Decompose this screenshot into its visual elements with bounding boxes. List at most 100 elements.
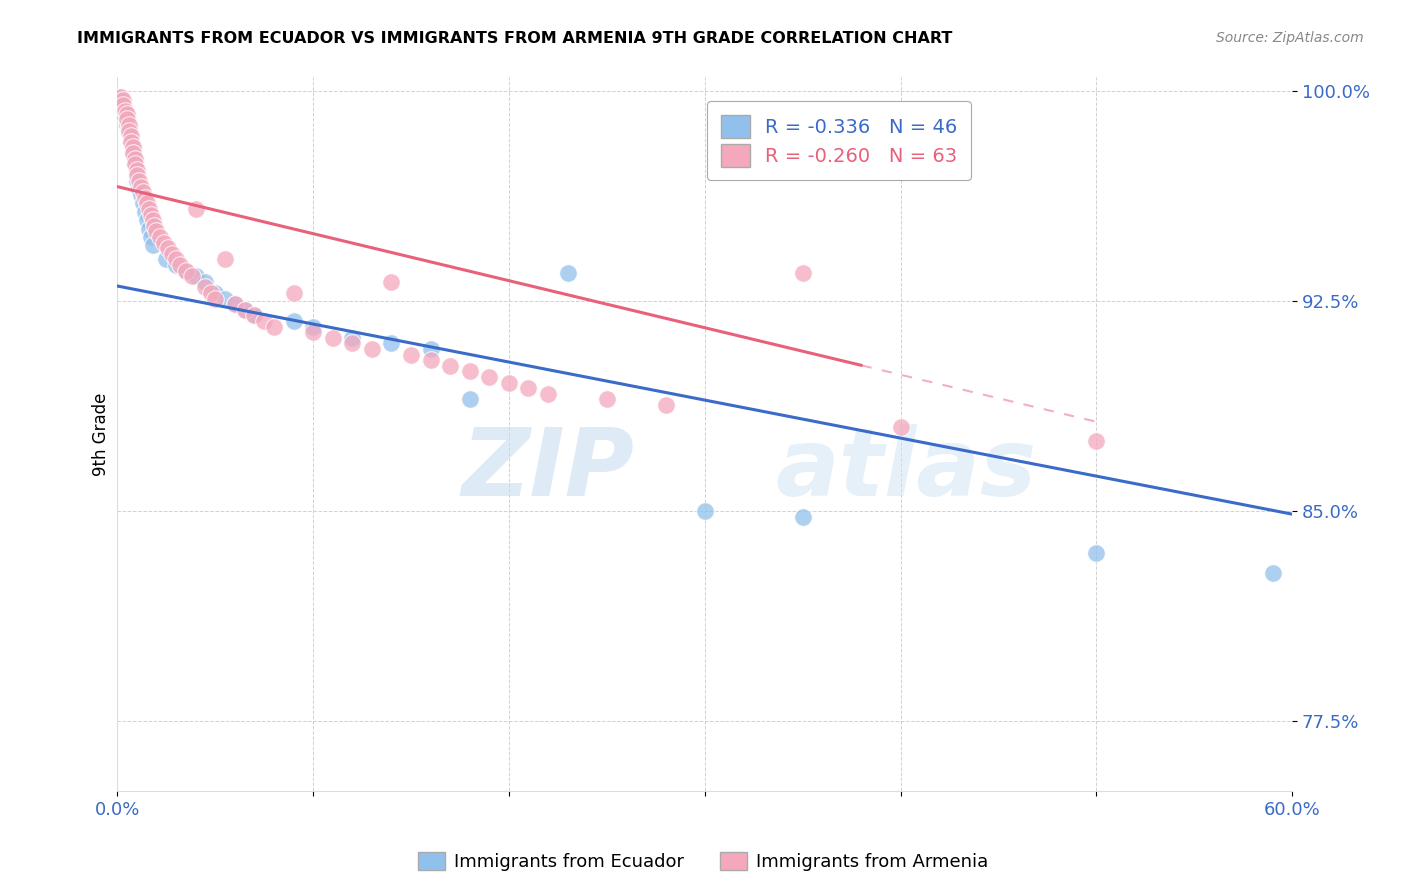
Point xyxy=(160,247,183,261)
Point xyxy=(380,275,402,289)
Point xyxy=(204,285,226,300)
Point xyxy=(1085,434,1108,449)
Point xyxy=(115,107,138,121)
Point xyxy=(141,213,163,227)
Point xyxy=(322,331,344,345)
Point xyxy=(557,267,579,281)
Point xyxy=(135,213,157,227)
Point xyxy=(118,127,141,141)
Point xyxy=(114,110,136,124)
Point xyxy=(138,221,160,235)
Point xyxy=(233,302,256,317)
Point xyxy=(253,314,276,328)
Point xyxy=(360,342,382,356)
Point xyxy=(890,420,912,434)
Point xyxy=(419,342,441,356)
Point xyxy=(125,169,148,183)
Point xyxy=(120,135,142,149)
Point xyxy=(114,103,136,118)
Point xyxy=(139,230,162,244)
Point xyxy=(1261,566,1284,580)
Point xyxy=(120,129,142,144)
Point xyxy=(118,118,141,132)
Point xyxy=(517,381,540,395)
Point xyxy=(792,267,814,281)
Point xyxy=(124,152,146,166)
Point xyxy=(120,135,142,149)
Point xyxy=(214,292,236,306)
Point xyxy=(129,179,152,194)
Point xyxy=(458,364,481,378)
Point xyxy=(134,191,156,205)
Point xyxy=(122,140,145,154)
Point xyxy=(141,238,163,252)
Point xyxy=(122,140,145,154)
Point xyxy=(1085,546,1108,560)
Point xyxy=(194,280,217,294)
Point xyxy=(125,169,148,183)
Point xyxy=(135,196,157,211)
Point xyxy=(263,319,285,334)
Point xyxy=(174,263,197,277)
Point xyxy=(118,123,141,137)
Point xyxy=(115,112,138,127)
Point xyxy=(118,120,141,135)
Point xyxy=(200,285,222,300)
Point xyxy=(302,319,325,334)
Point xyxy=(153,235,176,250)
Text: atlas: atlas xyxy=(775,424,1036,516)
Y-axis label: 9th Grade: 9th Grade xyxy=(93,392,110,476)
Point xyxy=(128,174,150,188)
Point xyxy=(112,98,135,112)
Point xyxy=(165,252,187,267)
Point xyxy=(478,370,501,384)
Point xyxy=(302,325,325,339)
Point xyxy=(224,297,246,311)
Legend: R = -0.336   N = 46, R = -0.260   N = 63: R = -0.336 N = 46, R = -0.260 N = 63 xyxy=(707,102,972,180)
Point xyxy=(439,359,461,373)
Point xyxy=(138,202,160,216)
Point xyxy=(654,398,676,412)
Point xyxy=(596,392,619,407)
Point xyxy=(125,162,148,177)
Point xyxy=(342,336,364,351)
Point xyxy=(132,196,155,211)
Point xyxy=(380,336,402,351)
Point xyxy=(134,204,156,219)
Point xyxy=(243,309,266,323)
Point xyxy=(194,275,217,289)
Point xyxy=(169,258,191,272)
Point xyxy=(108,90,131,104)
Point xyxy=(792,510,814,524)
Point xyxy=(145,224,167,238)
Point xyxy=(122,146,145,161)
Text: ZIP: ZIP xyxy=(461,424,634,516)
Point xyxy=(180,269,202,284)
Point xyxy=(124,157,146,171)
Point xyxy=(112,93,135,107)
Point xyxy=(149,230,172,244)
Point xyxy=(124,152,146,166)
Point xyxy=(399,348,422,362)
Point xyxy=(174,263,197,277)
Point xyxy=(419,353,441,368)
Point xyxy=(165,258,187,272)
Point xyxy=(124,157,146,171)
Point xyxy=(125,174,148,188)
Point xyxy=(110,93,132,107)
Point xyxy=(184,202,207,216)
Point xyxy=(214,252,236,267)
Point xyxy=(498,376,520,390)
Point xyxy=(155,252,177,267)
Point xyxy=(115,112,138,127)
Point xyxy=(114,103,136,118)
Point xyxy=(537,386,560,401)
Point xyxy=(115,118,138,132)
Point xyxy=(283,285,305,300)
Point xyxy=(120,132,142,146)
Point xyxy=(243,309,266,323)
Point xyxy=(139,208,162,222)
Point xyxy=(132,185,155,199)
Point xyxy=(122,146,145,161)
Point xyxy=(112,98,135,112)
